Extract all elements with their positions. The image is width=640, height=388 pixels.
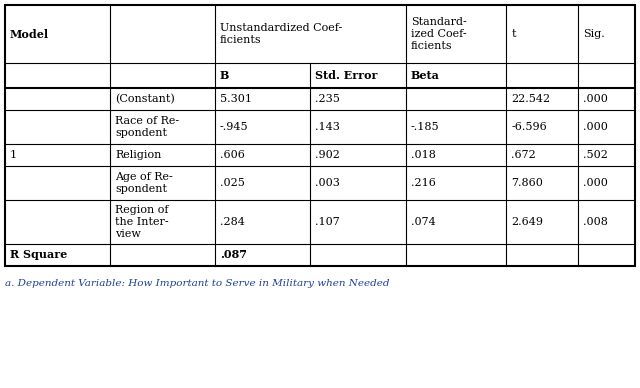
Text: Sig.: Sig. [583,29,604,39]
Bar [5,5,635,266]
Text: .502: .502 [583,150,607,160]
Text: -.185: -.185 [411,122,440,132]
Text: .087: .087 [220,249,247,260]
Text: .216: .216 [411,178,436,188]
Text: .606: .606 [220,150,245,160]
Text: 7.860: 7.860 [511,178,543,188]
Text: 5.301: 5.301 [220,94,252,104]
Text: .000: .000 [583,122,607,132]
Text: .107: .107 [316,217,340,227]
Text: Standard-
ized Coef-
ficients: Standard- ized Coef- ficients [411,17,467,51]
Text: Region of
the Inter-
view: Region of the Inter- view [115,205,168,239]
Text: .025: .025 [220,178,245,188]
Bar [5,5,635,266]
Text: -.945: -.945 [220,122,248,132]
Text: B: B [220,70,229,81]
Text: 1: 1 [10,150,17,160]
Text: -6.596: -6.596 [511,122,547,132]
Text: .000: .000 [583,178,607,188]
Text: .284: .284 [220,217,245,227]
Text: .235: .235 [316,94,340,104]
Text: Model: Model [10,28,49,40]
Text: .018: .018 [411,150,436,160]
Text: .143: .143 [316,122,340,132]
Text: 22.542: 22.542 [511,94,550,104]
Text: .008: .008 [583,217,607,227]
Text: .000: .000 [583,94,607,104]
Text: Unstandardized Coef-
ficients: Unstandardized Coef- ficients [220,23,342,45]
Text: Race of Re-
spondent: Race of Re- spondent [115,116,179,138]
Text: a. Dependent Variable: How Important to Serve in Military when Needed: a. Dependent Variable: How Important to … [5,279,390,289]
Text: Age of Re-
spondent: Age of Re- spondent [115,172,173,194]
Text: 2.649: 2.649 [511,217,543,227]
Text: Std. Error: Std. Error [316,70,378,81]
Text: (Constant): (Constant) [115,94,175,104]
Text: t: t [511,29,516,39]
Text: .902: .902 [316,150,340,160]
Text: .003: .003 [316,178,340,188]
Text: Beta: Beta [411,70,440,81]
Text: Religion: Religion [115,150,161,160]
Text: .074: .074 [411,217,436,227]
Text: R Square: R Square [10,249,67,260]
Text: .672: .672 [511,150,536,160]
